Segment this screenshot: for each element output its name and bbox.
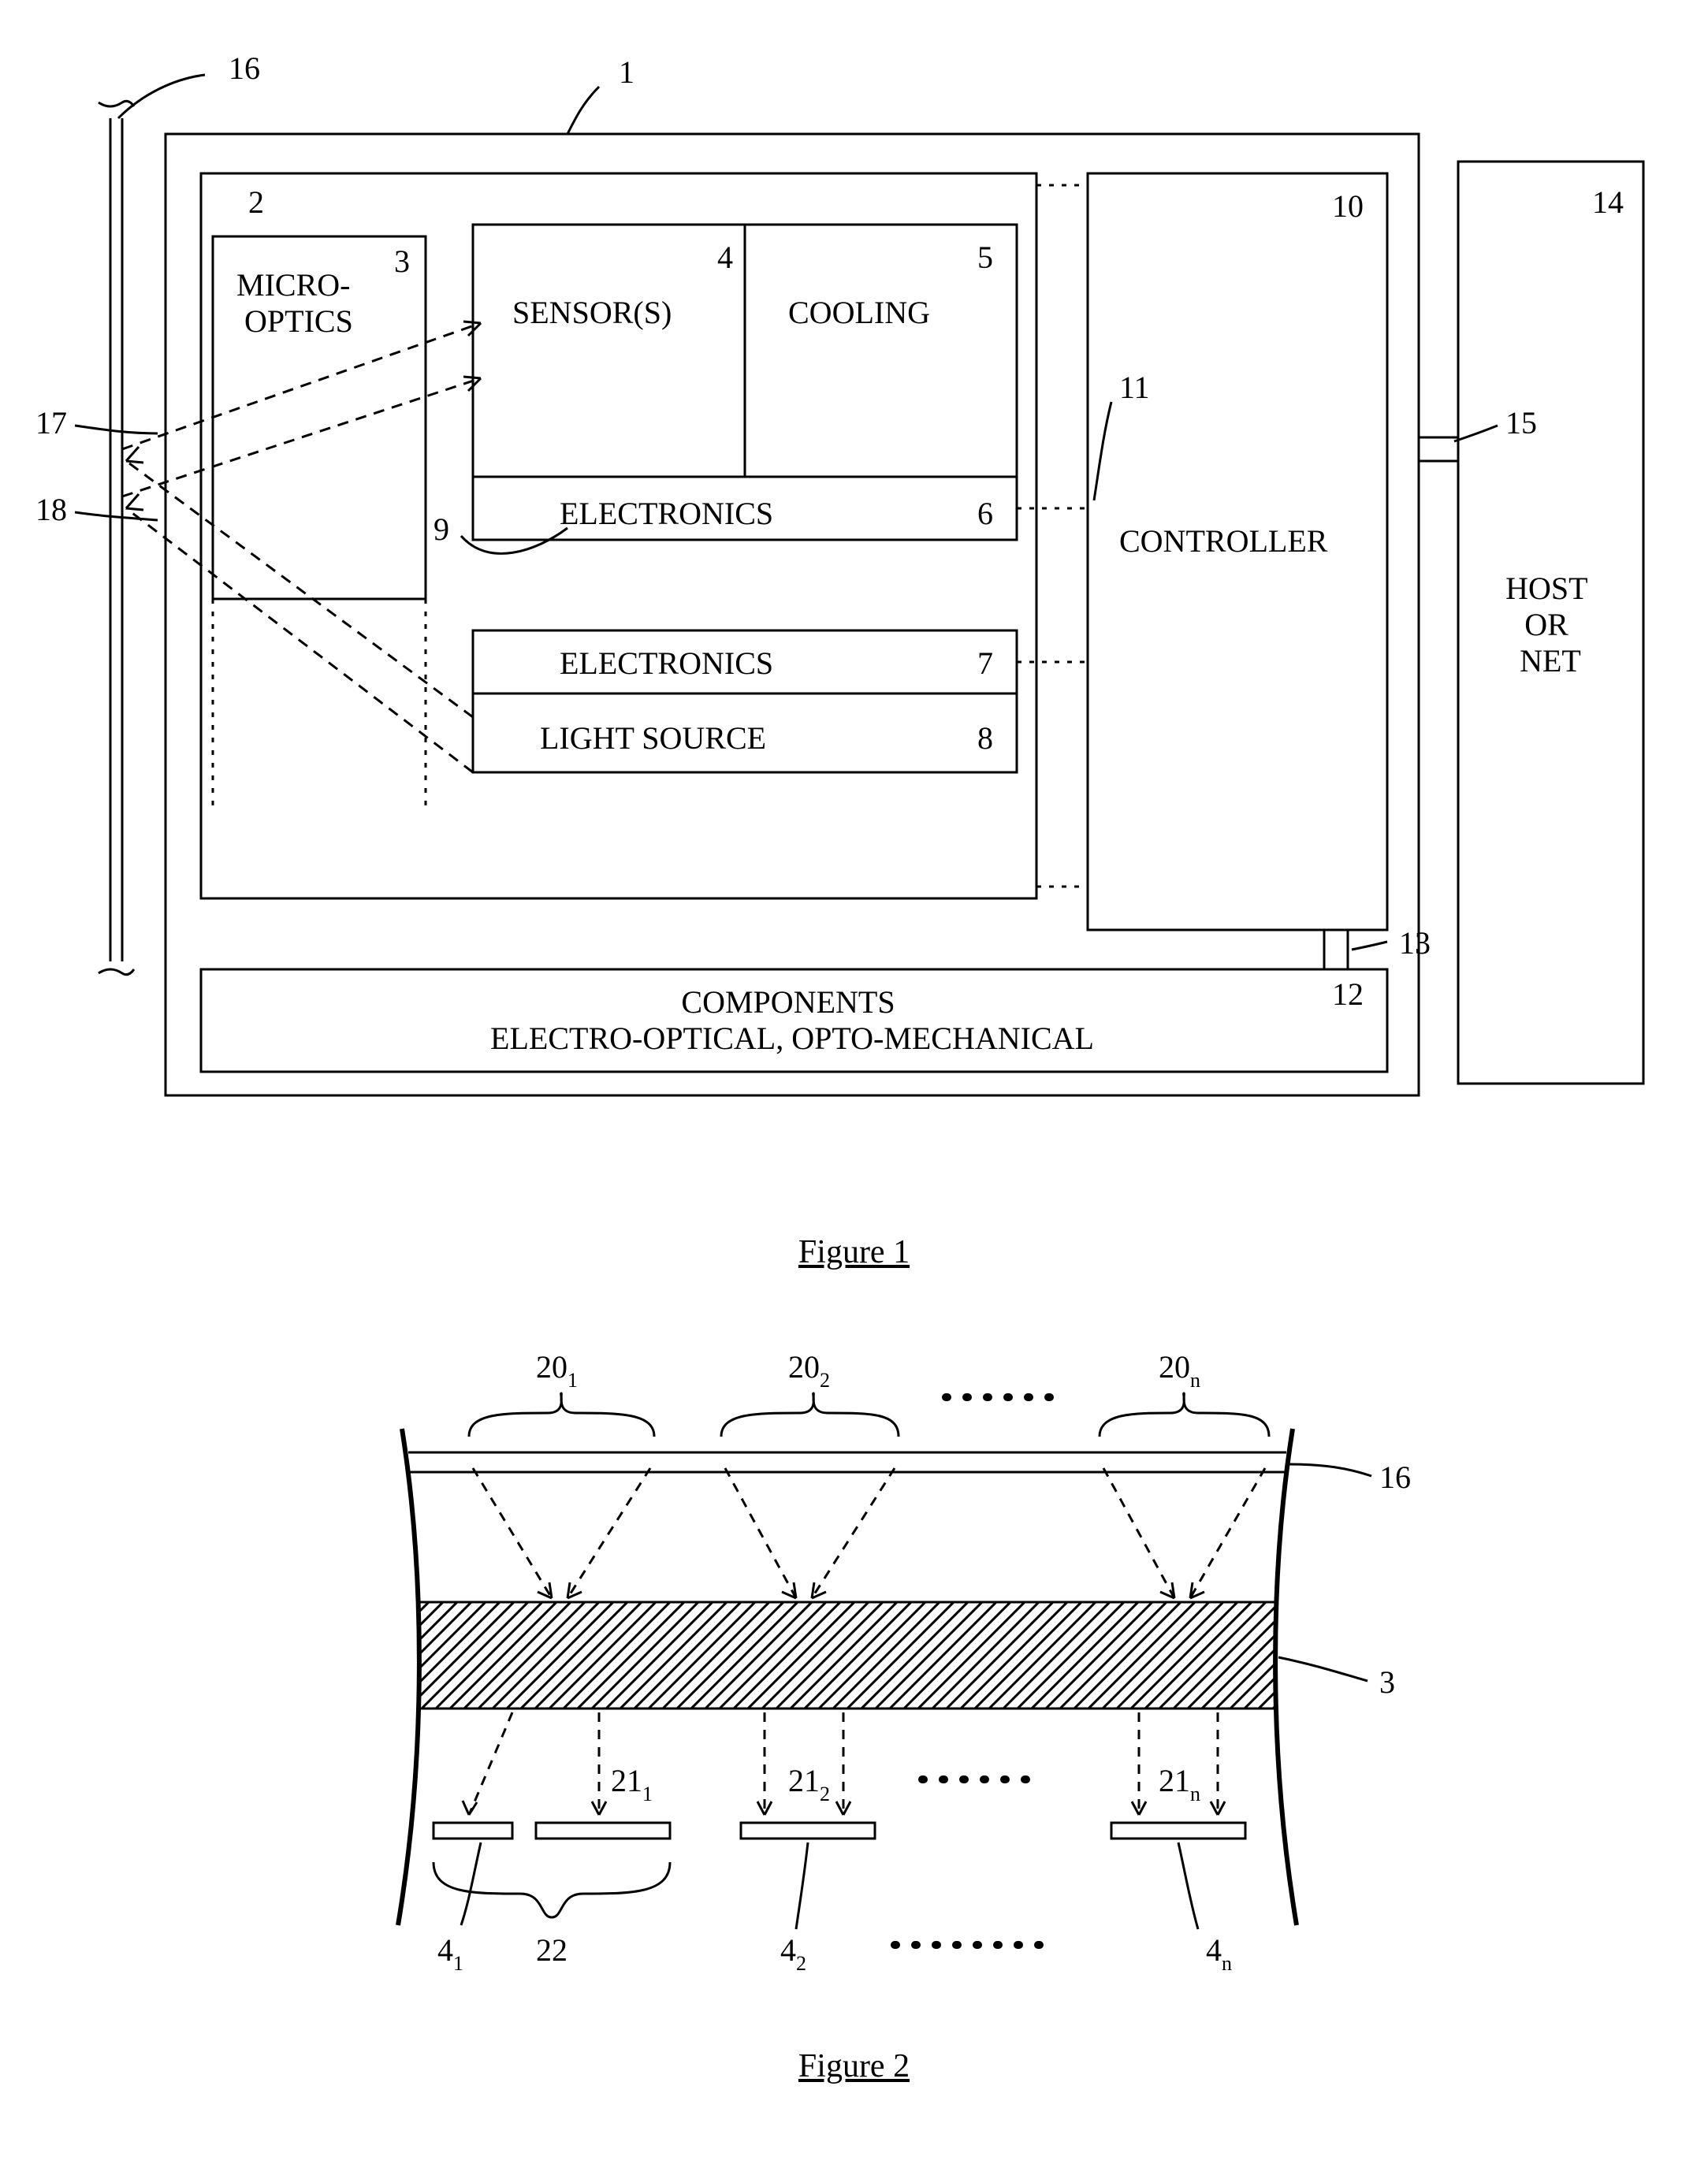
figure-2: 201 202 20n 211 212 21n 41 42 4n 22 16 3 <box>32 1318 1676 2028</box>
svg-text:22: 22 <box>536 1932 567 1968</box>
num-7: 7 <box>977 645 993 681</box>
figure-1: 16 1 2 3 4 5 6 7 8 9 10 11 12 13 14 15 1… <box>32 32 1676 1214</box>
svg-text:41: 41 <box>437 1932 463 1975</box>
sensors-label: SENSOR(S) <box>512 295 672 330</box>
callout-17: 17 <box>35 405 67 441</box>
electronics1-label: ELECTRONICS <box>560 496 773 531</box>
components-label: COMPONENTS ELECTRO-OPTICAL, OPTO-MECHANI… <box>490 984 1094 1056</box>
svg-text:211: 211 <box>611 1763 653 1805</box>
num-8: 8 <box>977 720 993 756</box>
num-5: 5 <box>977 240 993 275</box>
top-braces <box>469 1393 1269 1437</box>
num-3: 3 <box>394 244 410 279</box>
num-4: 4 <box>717 240 733 275</box>
callout-15: 15 <box>1505 405 1537 441</box>
callout-9: 9 <box>434 511 449 547</box>
svg-text:21n: 21n <box>1159 1763 1200 1805</box>
num-10: 10 <box>1332 188 1364 224</box>
num-12: 12 <box>1332 976 1364 1012</box>
svg-text:202: 202 <box>788 1349 830 1392</box>
svg-text:4n: 4n <box>1206 1932 1232 1975</box>
num-14: 14 <box>1592 184 1624 220</box>
svg-text:20n: 20n <box>1159 1349 1200 1392</box>
figure-2-caption: Figure 2 <box>32 2047 1676 2085</box>
sensor-stacks <box>434 1823 1245 1839</box>
svg-text:201: 201 <box>536 1349 578 1392</box>
controller-label: CONTROLLER <box>1119 523 1328 559</box>
svg-text:212: 212 <box>788 1763 830 1805</box>
svg-text:16: 16 <box>1379 1459 1411 1495</box>
callout-16: 16 <box>229 50 260 86</box>
sample-line-16 <box>99 101 134 974</box>
callout-13: 13 <box>1399 925 1431 961</box>
micro-optics-label: MICRO- OPTICS <box>236 267 358 339</box>
light-source-label: LIGHT SOURCE <box>540 720 766 756</box>
right-break <box>1275 1429 1297 1925</box>
svg-text:42: 42 <box>780 1932 806 1975</box>
host-label: HOST OR NET <box>1505 571 1595 679</box>
brace-22 <box>434 1862 670 1917</box>
cooling-label: COOLING <box>788 295 930 330</box>
figure-1-caption: Figure 1 <box>32 1233 1676 1271</box>
left-break <box>398 1429 419 1925</box>
callout-2: 2 <box>248 184 264 220</box>
callout-18: 18 <box>35 492 67 527</box>
num-6: 6 <box>977 496 993 531</box>
ray-lines <box>122 323 481 772</box>
callout-1: 1 <box>619 54 634 90</box>
callout-11: 11 <box>1119 370 1150 405</box>
svg-text:3: 3 <box>1379 1664 1395 1700</box>
electronics2-label: ELECTRONICS <box>560 645 773 681</box>
